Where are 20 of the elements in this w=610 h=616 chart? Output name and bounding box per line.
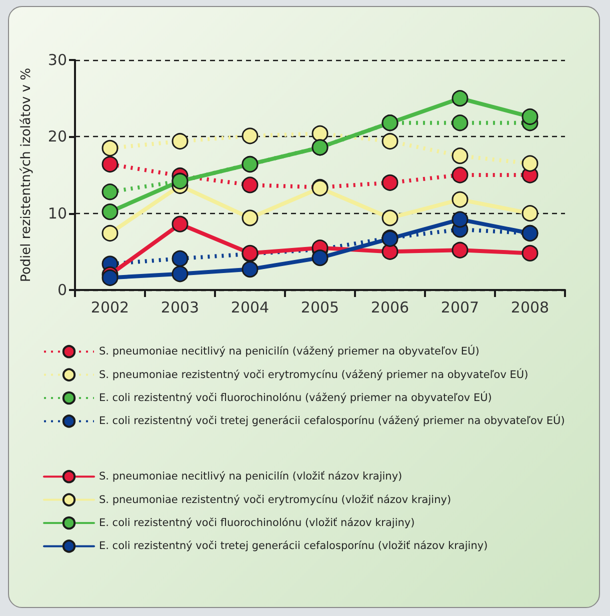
x-tick-label: 2005 <box>300 298 340 316</box>
x-tick-label: 2006 <box>370 298 410 316</box>
legend-label: E. coli rezistentný voči fluorochinolónu (vážený priemer na obyvateľov EÚ) <box>99 391 492 404</box>
y-tick-label: 30 <box>48 51 67 69</box>
x-tick-label: 2007 <box>440 298 480 316</box>
y-tick-label: 0 <box>57 281 67 299</box>
legend-label: S. pneumoniae necitlivý na penicilín (vložiť názov krajiny) <box>99 470 402 483</box>
x-tick-label: 2008 <box>510 298 550 316</box>
y-tick-label: 20 <box>48 128 67 146</box>
legend-label: S. pneumoniae rezistentný voči erytromycínu (vážený priemer na obyvateľov EÚ) <box>99 368 528 381</box>
legend-label: E. coli rezistentný voči tretej generácii cefalosporínu (vážený priemer na obyvateľov EÚ) <box>99 414 565 428</box>
legend-label: E. coli rezistentný voči tretej generácii cefalosporínu (vložiť názov krajiny) <box>99 540 488 552</box>
legend-label: S. pneumoniae rezistentný voči erytromycínu (vložiť názov krajiny) <box>99 494 452 506</box>
x-tick-label: 2004 <box>230 298 270 316</box>
x-tick-label: 2003 <box>160 298 200 316</box>
x-tick-label: 2002 <box>90 298 130 316</box>
legend-label: E. coli rezistentný voči fluorochinolónu (vložiť názov krajiny) <box>99 517 415 529</box>
y-axis-title: Podiel rezistentných izolátov v % <box>19 68 34 282</box>
y-tick-label: 10 <box>48 204 67 222</box>
legend-label: S. pneumoniae necitlivý na penicilín (vážený priemer na obyvateľov EÚ) <box>99 344 480 358</box>
